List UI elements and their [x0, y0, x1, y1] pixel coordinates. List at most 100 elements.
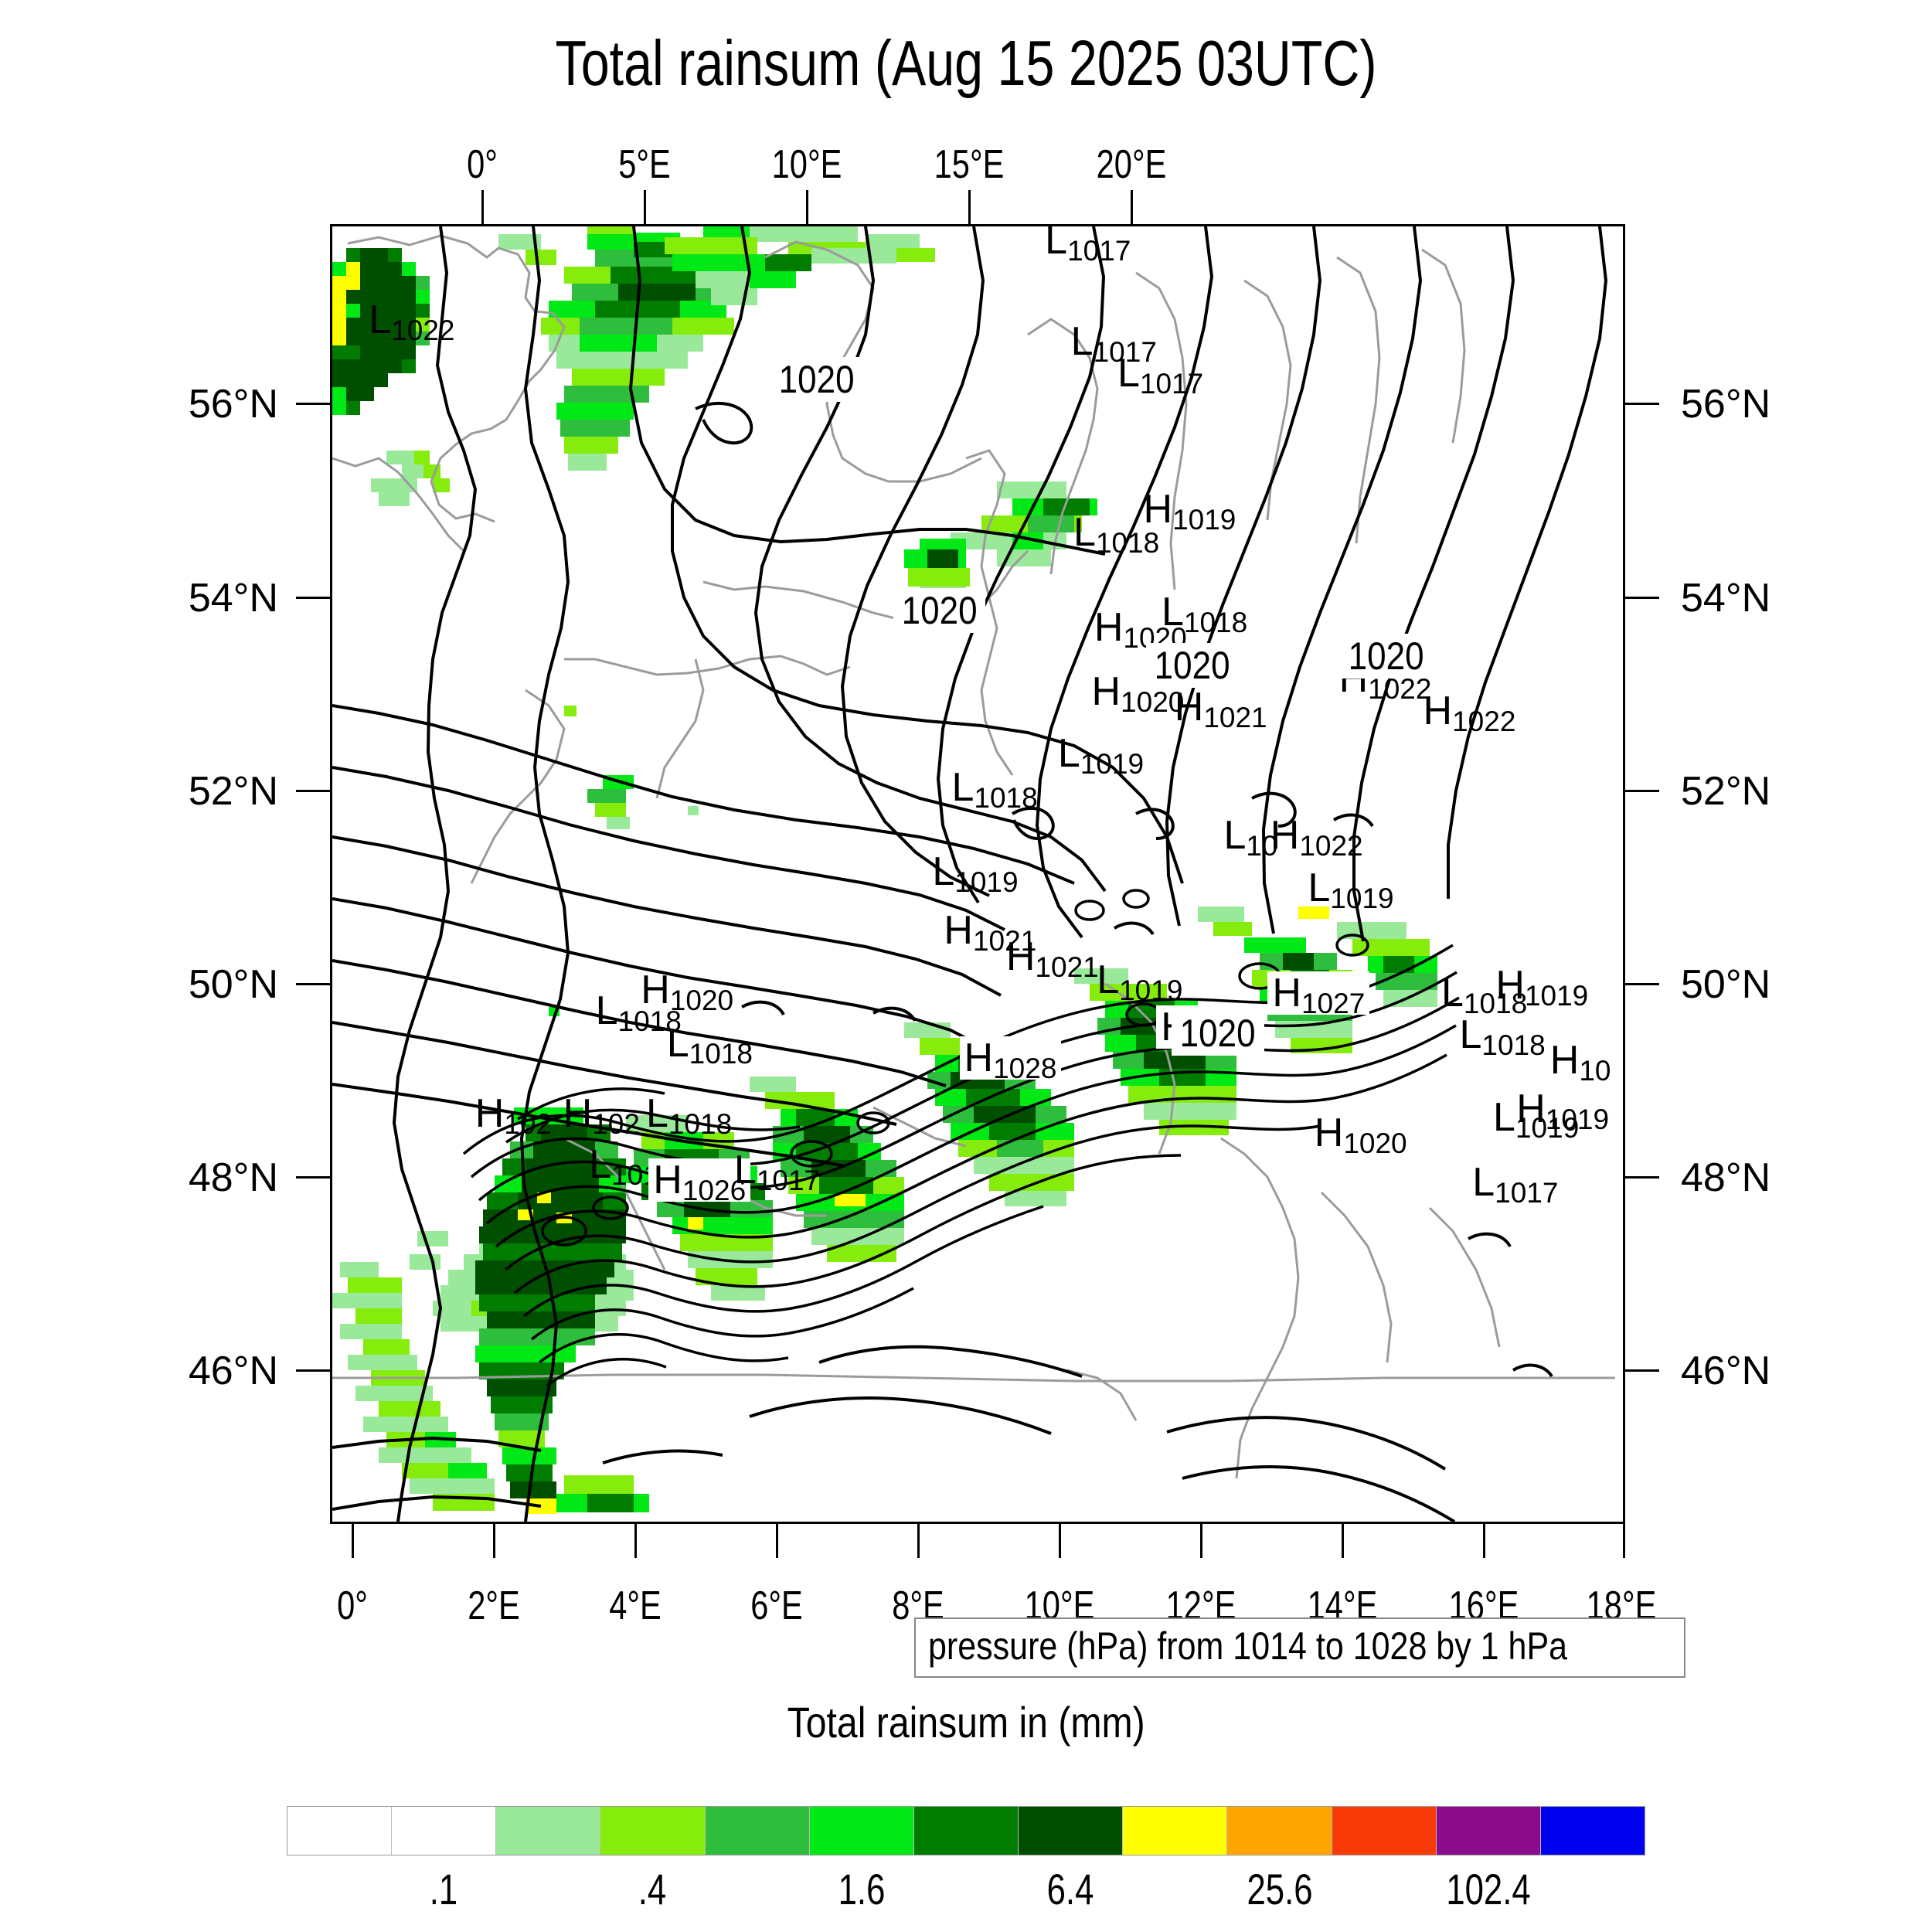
low-pressure-marker-33: L1018: [645, 1091, 733, 1141]
high-pressure-marker-36: H1020: [1314, 1111, 1407, 1160]
tick-top-3: [968, 190, 971, 224]
high-pressure-marker-4: H1019: [1143, 487, 1236, 536]
pressure-legend-box: pressure (hPa) from 1014 to 1028 by 1 hP…: [914, 1617, 1685, 1678]
tick-label-top-1: 5°E: [618, 142, 671, 187]
contour-label-2: 1020: [1145, 642, 1239, 688]
tick-label-right-0: 56°N: [1681, 382, 1771, 427]
low-pressure-marker-39: L1017: [733, 1147, 821, 1196]
colorbar-segment-4: [705, 1807, 810, 1855]
tick-label-left-5: 46°N: [188, 1349, 278, 1393]
low-pressure-marker-17: L1019: [1308, 865, 1394, 914]
high-pressure-marker-35: H1019: [1516, 1086, 1610, 1135]
colorbar-segment-2: [496, 1807, 601, 1855]
high-pressure-marker-31: H102: [474, 1091, 552, 1141]
low-pressure-marker-27: L1018: [1459, 1012, 1546, 1061]
low-pressure-marker-24: L1018: [1441, 970, 1528, 1019]
tick-label-bottom-3: 6°E: [750, 1583, 803, 1628]
colorbar-segment-12: [1540, 1807, 1645, 1855]
high-pressure-marker-18: H1021: [944, 908, 1037, 957]
tick-top-0: [481, 190, 484, 224]
tick-bot-2: [634, 1524, 637, 1558]
high-pressure-marker-25: H1019: [1495, 962, 1589, 1012]
tick-bot-0: [352, 1524, 354, 1558]
colorbar-segment-5: [809, 1807, 914, 1855]
high-pressure-marker-11: H1022: [1423, 688, 1516, 737]
high-pressure-marker-19: H1021: [1005, 934, 1099, 983]
colorbar-segment-10: [1332, 1807, 1437, 1855]
tick-bot-1: [493, 1524, 495, 1558]
tick-left-1: [296, 597, 330, 599]
low-pressure-marker-34: L1019: [1493, 1095, 1580, 1145]
tick-label-top-3: 15°E: [934, 142, 1005, 187]
tick-bot-8: [1483, 1524, 1485, 1558]
colorbar-segment-8: [1123, 1807, 1228, 1855]
tick-label-right-4: 48°N: [1681, 1155, 1771, 1200]
tick-left-0: [296, 403, 330, 405]
colorbar-label-0: .1: [429, 1865, 458, 1913]
tick-right-2: [1625, 790, 1659, 792]
colorbar-segment-0: [287, 1807, 393, 1855]
tick-left-4: [296, 1176, 330, 1179]
high-pressure-marker-32: H102: [563, 1091, 640, 1141]
tick-label-left-0: 56°N: [188, 382, 278, 427]
tick-label-right-3: 50°N: [1681, 962, 1771, 1007]
tick-top-2: [806, 190, 808, 224]
colorbar: [287, 1806, 1645, 1855]
low-pressure-marker-12: L1019: [1057, 731, 1145, 781]
colorbar-labels: .1 .4 1.6 6.4 25.6 102.4: [287, 1864, 1645, 1926]
high-pressure-marker-15: H1022: [1270, 813, 1363, 862]
low-pressure-marker-2: L1017: [1070, 319, 1157, 369]
colorbar-label-5: 102.4: [1446, 1865, 1531, 1913]
tick-label-bottom-2: 4°E: [609, 1583, 662, 1628]
tick-label-right-2: 52°N: [1681, 769, 1771, 814]
tick-label-bottom-1: 2°E: [468, 1583, 520, 1628]
tick-label-left-2: 52°N: [188, 769, 278, 814]
tick-bot-9: [1623, 1524, 1625, 1558]
contour-label-4: 1020: [1172, 1010, 1264, 1056]
tick-left-3: [296, 983, 330, 985]
high-pressure-marker-9: H1020: [1091, 668, 1185, 718]
low-pressure-marker-0: L1022: [369, 297, 455, 346]
tick-label-right-5: 46°N: [1681, 1349, 1771, 1393]
high-pressure-marker-38: H1026: [648, 1158, 751, 1205]
low-pressure-marker-14: L10: [1223, 813, 1278, 862]
high-pressure-marker-30: H10: [1549, 1038, 1611, 1087]
low-pressure-marker-1: L1017: [1045, 217, 1131, 267]
contour-label-3: 1020: [1340, 633, 1433, 679]
tick-right-3: [1625, 983, 1659, 985]
tick-bot-6: [1200, 1524, 1202, 1558]
isobar-layer: [332, 226, 1608, 1522]
low-pressure-marker-13: L1018: [951, 765, 1038, 815]
low-pressure-marker-22: L1018: [595, 988, 682, 1038]
high-pressure-marker-7: H1020: [1094, 605, 1187, 655]
high-pressure-marker-29: H1028: [959, 1036, 1062, 1083]
tick-label-top-2: 10°E: [771, 142, 842, 187]
page-title: Total rainsum (Aug 15 2025 03UTC): [555, 27, 1377, 99]
colorbar-label-1: .4: [638, 1865, 667, 1913]
low-pressure-marker-16: L1019: [932, 849, 1019, 899]
colorbar-segment-1: [392, 1807, 497, 1855]
high-pressure-marker-21: H1020: [641, 968, 734, 1017]
tick-label-top-4: 20°E: [1096, 142, 1167, 187]
colorbar-segment-3: [600, 1807, 706, 1855]
low-pressure-marker-6: L1018: [1161, 590, 1248, 638]
low-pressure-marker-40: L1017: [1472, 1160, 1559, 1209]
tick-label-left-3: 50°N: [188, 962, 278, 1007]
tick-left-2: [296, 790, 330, 792]
tick-label-bottom-0: 0°: [337, 1583, 368, 1628]
low-pressure-marker-3: L1017: [1117, 350, 1204, 400]
low-pressure-marker-28: L1018: [666, 1021, 753, 1070]
colorbar-label-3: 6.4: [1046, 1865, 1094, 1913]
tick-top-1: [644, 190, 646, 224]
tick-left-5: [296, 1369, 330, 1372]
tick-label-right-1: 54°N: [1681, 576, 1771, 621]
tick-label-top-0: 0°: [467, 142, 498, 187]
tick-right-5: [1625, 1369, 1659, 1372]
tick-right-0: [1625, 403, 1659, 405]
tick-right-4: [1625, 1176, 1659, 1179]
tick-label-left-4: 48°N: [188, 1155, 278, 1200]
colorbar-segment-9: [1227, 1807, 1332, 1855]
tick-right-1: [1625, 597, 1659, 599]
tick-bot-4: [917, 1524, 920, 1558]
colorbar-title: Total rainsum in (mm): [787, 1698, 1145, 1747]
